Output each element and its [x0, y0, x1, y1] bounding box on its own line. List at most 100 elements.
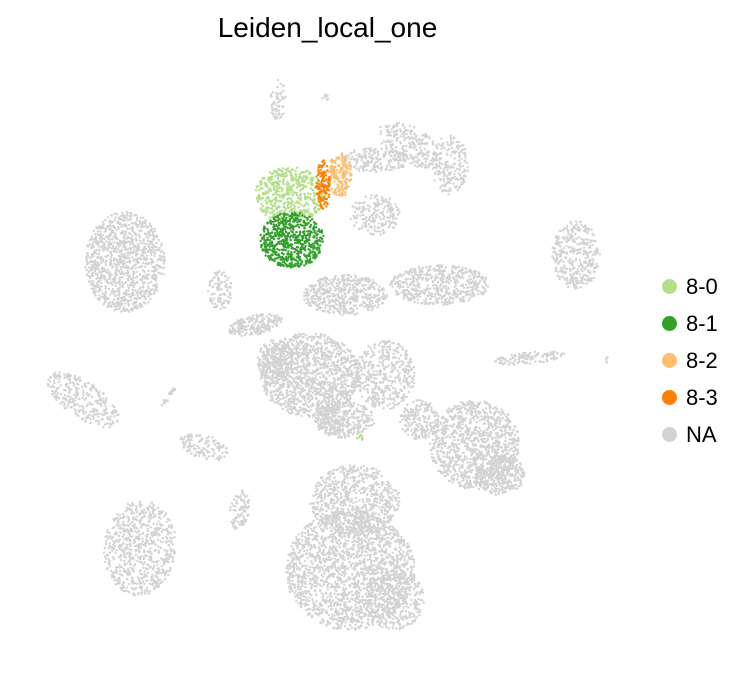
na-point — [113, 571, 117, 575]
na-point — [488, 459, 491, 462]
na-point — [168, 536, 172, 540]
na-point — [132, 214, 136, 217]
na-point — [129, 219, 132, 222]
na-point — [148, 555, 151, 558]
na-point — [97, 297, 101, 300]
na-point — [467, 403, 471, 406]
na-point — [570, 228, 574, 231]
na-point — [112, 250, 116, 253]
na-point — [122, 256, 126, 260]
na-point — [161, 259, 164, 262]
na-point — [485, 433, 488, 437]
na-point — [128, 551, 131, 554]
na-point — [112, 525, 116, 529]
na-point — [343, 571, 347, 574]
na-point — [485, 481, 488, 484]
na-point — [122, 542, 125, 546]
na-point — [151, 230, 154, 233]
na-point — [481, 466, 484, 469]
na-point — [374, 559, 378, 562]
na-point — [152, 516, 155, 519]
na-point — [124, 230, 128, 233]
na-point — [384, 618, 388, 622]
na-point — [364, 592, 368, 596]
na-point — [161, 537, 165, 540]
na-point — [112, 298, 116, 301]
na-point — [466, 429, 469, 432]
na-point — [58, 371, 61, 374]
na-point — [575, 249, 578, 252]
na-point — [149, 550, 152, 553]
na-point — [463, 473, 467, 476]
na-point — [128, 582, 131, 586]
na-point — [132, 302, 135, 306]
na-point — [122, 266, 125, 269]
na-point — [93, 287, 96, 290]
na-point — [131, 569, 134, 572]
na-point — [148, 243, 151, 246]
na-point — [346, 567, 350, 570]
na-point — [124, 242, 127, 245]
na-point — [560, 248, 563, 251]
na-point — [85, 255, 88, 258]
na-point — [474, 456, 477, 460]
na-point — [461, 471, 464, 474]
na-point — [165, 557, 169, 560]
na-point — [119, 232, 123, 235]
na-point — [508, 433, 511, 437]
na-point — [594, 265, 597, 269]
na-point — [560, 241, 564, 244]
na-point — [162, 561, 166, 565]
na-point — [118, 289, 121, 292]
na-point — [123, 259, 126, 263]
na-point — [449, 470, 452, 473]
na-point — [480, 477, 483, 481]
na-point — [488, 475, 491, 479]
na-point — [521, 468, 524, 471]
na-point — [97, 240, 100, 244]
na-point — [479, 484, 482, 487]
na-point — [115, 411, 118, 414]
na-point — [109, 293, 112, 296]
na-point — [450, 459, 453, 462]
na-point — [437, 442, 441, 446]
na-point — [149, 251, 153, 255]
na-point — [356, 625, 360, 629]
na-point — [510, 454, 514, 457]
na-point — [513, 433, 517, 437]
na-point — [485, 458, 488, 461]
na-point — [125, 570, 129, 574]
na-point — [139, 216, 142, 219]
na-point — [118, 279, 121, 282]
na-point — [506, 483, 509, 486]
na-point — [103, 423, 107, 426]
na-point — [333, 557, 336, 560]
na-point — [55, 398, 58, 401]
na-point — [114, 551, 117, 554]
na-point — [152, 250, 155, 253]
na-point — [504, 436, 507, 439]
na-point — [354, 568, 357, 572]
na-point — [522, 471, 526, 474]
na-point — [442, 437, 445, 440]
na-point — [466, 442, 469, 445]
na-point — [136, 218, 139, 222]
na-point — [135, 292, 138, 296]
na-point — [104, 546, 107, 550]
na-point — [63, 393, 67, 397]
na-point — [153, 269, 156, 273]
na-point — [575, 282, 578, 285]
na-point — [567, 260, 570, 263]
na-point — [64, 375, 68, 378]
na-point — [134, 289, 137, 292]
na-point — [99, 230, 102, 233]
na-point — [108, 544, 111, 547]
na-point — [444, 441, 448, 445]
na-point — [512, 466, 515, 470]
na-point — [142, 251, 145, 254]
na-point — [138, 229, 141, 232]
na-point — [113, 212, 117, 215]
na-point — [475, 462, 478, 465]
na-point — [169, 566, 172, 569]
